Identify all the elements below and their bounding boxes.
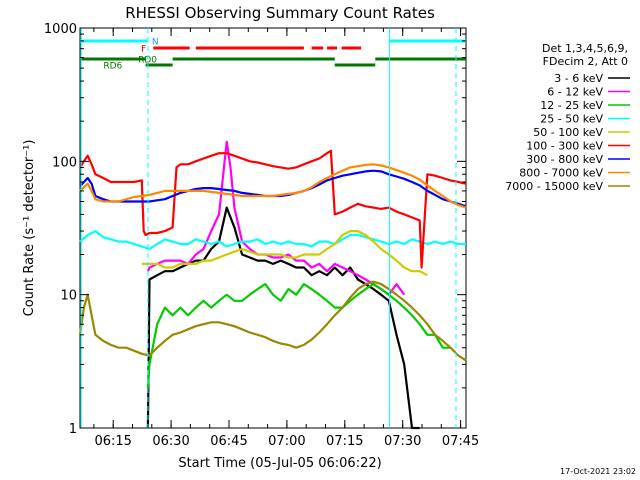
series-line	[79, 169, 467, 208]
series-line	[146, 283, 451, 388]
legend-entry-label: 6 - 12 keV	[547, 86, 603, 99]
state-bar-label: F	[141, 45, 146, 55]
series-line	[141, 230, 428, 277]
y-tick-label: 1	[69, 422, 77, 437]
series-line	[79, 230, 466, 251]
legend-entry-label: 50 - 100 keV	[533, 126, 603, 139]
date-stamp: 17-Oct-2021 23:02	[560, 467, 636, 476]
legend-header: FDecim 2, Att 0	[543, 55, 628, 68]
y-tick-label: 1000	[44, 22, 77, 37]
series-lines	[78, 140, 467, 430]
legend-entry-label: 12 - 25 keV	[540, 99, 603, 112]
legend-entry-label: 800 - 7000 keV	[519, 167, 603, 180]
legend-entry-label: 7000 - 15000 keV	[505, 180, 603, 193]
plot-area	[79, 27, 467, 429]
legend-entry-label: 25 - 50 keV	[540, 113, 603, 126]
y-tick-label: 10	[60, 289, 77, 304]
chart-title: RHESSI Observing Summary Count Rates	[125, 4, 435, 22]
legend-entry-label: 100 - 300 keV	[526, 140, 603, 153]
x-tick-label: 07:15	[326, 434, 363, 449]
series-line	[78, 280, 467, 362]
state-bar-label: N	[152, 38, 159, 48]
x-tick-label: 06:45	[210, 434, 247, 449]
legend-header: Det 1,3,4,5,6,9,	[542, 42, 628, 55]
x-tick-label: 06:15	[94, 434, 131, 449]
plot-frame	[79, 27, 467, 429]
x-axis-label: Start Time (05-Jul-05 06:06:22)	[178, 456, 381, 471]
axes: 06:15 06:30 06:45 07:00 07:15 07:30 07:45 1 10 10…	[44, 22, 479, 449]
state-bar-label: RD0	[138, 56, 157, 66]
x-tick-label: 07:45	[442, 434, 479, 449]
x-tick-label: 06:30	[152, 434, 189, 449]
x-tick-label: 07:00	[268, 434, 305, 449]
y-axis-label: Count Rate (s⁻¹ detector⁻¹)	[22, 140, 37, 317]
x-tick-label: 07:30	[384, 434, 421, 449]
y-tick-label: 100	[52, 155, 77, 170]
vertical-marker-lines	[80, 28, 457, 428]
legend-entry-label: 300 - 800 keV	[526, 153, 603, 166]
series-line	[79, 149, 467, 269]
legend: Det 1,3,4,5,6,9,FDecim 2, Att 0 3 - 6 keV…	[505, 42, 630, 193]
legend-entry-label: 3 - 6 keV	[554, 72, 603, 85]
state-bar-label: RD6	[103, 62, 122, 72]
series-line	[79, 163, 467, 209]
